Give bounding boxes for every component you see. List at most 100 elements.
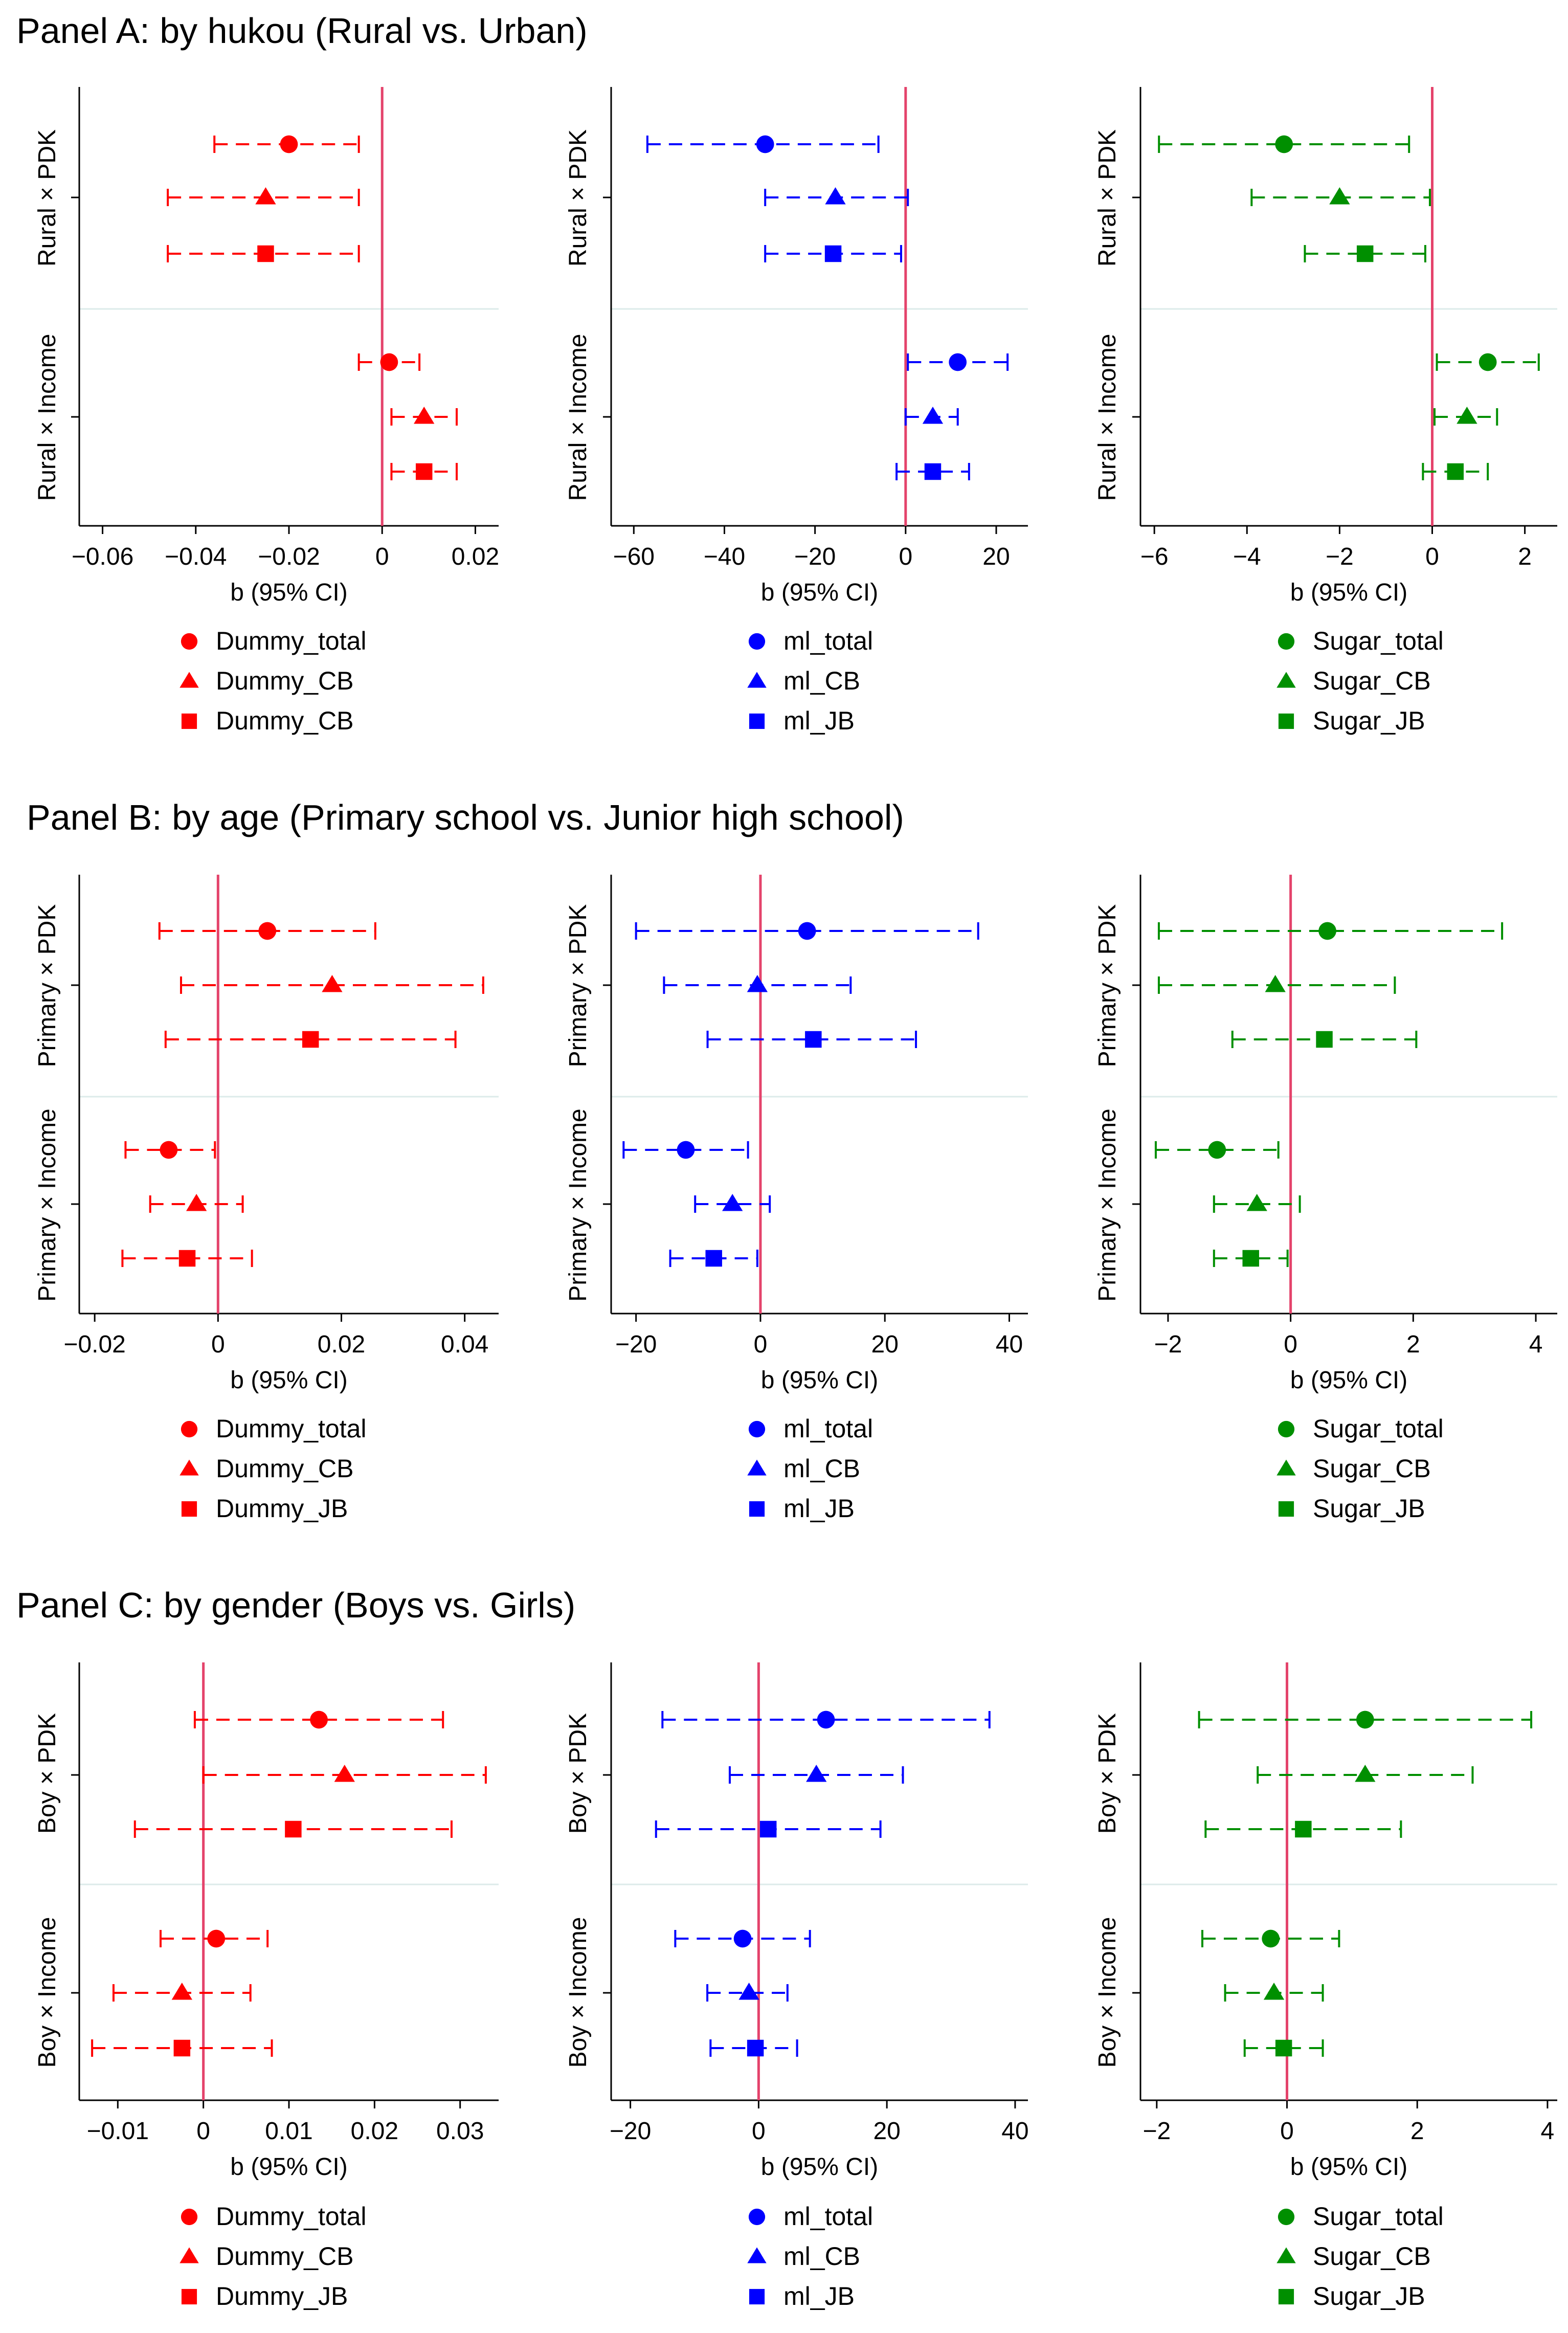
p0c2-legend-marker xyxy=(1278,713,1294,729)
panel-a-title: Panel A: by hukou (Rural vs. Urban) xyxy=(16,11,588,51)
p1c1-x-tick-label: 20 xyxy=(871,1331,899,1358)
p2c1-group-label-top: Boy × PDK xyxy=(565,1713,592,1834)
p0c2-x-tick-label: 2 xyxy=(1518,543,1532,570)
p1c2-group-label-top: Primary × PDK xyxy=(1094,904,1121,1068)
p0c1-point-circle xyxy=(949,353,967,371)
p2c0-point-circle xyxy=(207,1929,226,1948)
p2c1-x-tick-label: −20 xyxy=(610,2118,651,2145)
p1c1-legend-label: ml_total xyxy=(783,1414,873,1443)
p1c2-point-square xyxy=(1242,1250,1259,1267)
p0c2-point-triangle xyxy=(1329,187,1350,205)
p0c1-point-square xyxy=(924,463,942,480)
p2c0-x-tick-label: 0 xyxy=(196,2118,210,2145)
p1c0-legend-label: Dummy_CB xyxy=(216,1454,353,1483)
p0c0-point-square xyxy=(257,245,274,262)
p0c1-x-tick-label: 20 xyxy=(982,543,1010,570)
p1c0-legend-label: Dummy_JB xyxy=(216,1494,348,1523)
p0c2-point-square xyxy=(1447,463,1464,480)
p0c0-group-label-bottom: Rural × Income xyxy=(34,334,61,501)
p0c2-x-tick-label: −4 xyxy=(1233,543,1261,570)
p0c0-point-triangle xyxy=(414,407,435,424)
p2c2-group-label-top: Boy × PDK xyxy=(1094,1713,1121,1834)
p1c2-x-tick-label: 4 xyxy=(1529,1331,1543,1358)
p0c0-x-tick-label: −0.04 xyxy=(165,543,227,570)
p2c0-legend-marker xyxy=(181,2208,198,2226)
p0c2-point-triangle xyxy=(1457,407,1477,424)
p0c0-x-tick-label: −0.02 xyxy=(258,543,320,570)
p0c1-legend-label: ml_total xyxy=(783,627,873,655)
p1c1-point-triangle xyxy=(722,1194,743,1211)
p2c0-x-tick-label: −0.01 xyxy=(87,2118,149,2145)
p2c1-point-square xyxy=(747,2039,764,2057)
p1c0-point-square xyxy=(178,1250,196,1267)
p0c0-group-label-top: Rural × PDK xyxy=(34,129,61,266)
p1c1-legend-label: ml_CB xyxy=(783,1454,860,1483)
p2c2-legend-marker xyxy=(1278,2288,1294,2305)
p2c1-point-circle xyxy=(817,1710,835,1729)
p2c2-point-triangle xyxy=(1263,1983,1285,2000)
p1c2-x-tick-label: 0 xyxy=(1284,1331,1297,1358)
p2c2-x-tick-label: 4 xyxy=(1541,2118,1555,2145)
p2c0-x-tick-label: 0.03 xyxy=(436,2118,484,2145)
p0c0-legend-marker xyxy=(180,672,199,688)
p0c0-point-circle xyxy=(380,353,398,371)
p1c1-x-tick-label: −20 xyxy=(615,1331,657,1358)
p0c0-point-triangle xyxy=(255,187,276,205)
p0c2-group-label-top: Rural × PDK xyxy=(1094,129,1121,266)
p0c2-legend-marker xyxy=(1276,672,1296,688)
p2c1-legend-marker xyxy=(749,2288,765,2305)
p0c1-legend-label: ml_CB xyxy=(783,666,860,695)
p0c2-x-tick-label: −6 xyxy=(1140,543,1169,570)
p2c2-legend-label: Sugar_JB xyxy=(1313,2282,1425,2310)
p1c0-group-label-bottom: Primary × Income xyxy=(34,1108,61,1301)
p2c1-legend-label: ml_JB xyxy=(783,2282,855,2310)
p1c2-point-triangle xyxy=(1246,1194,1267,1211)
p0c2-legend-marker xyxy=(1278,633,1295,650)
p2c1-x-tick-label: 40 xyxy=(1001,2118,1028,2145)
p1c2-point-square xyxy=(1316,1031,1333,1048)
p0c0-legend-label: Dummy_CB xyxy=(216,666,353,695)
p0c1-point-triangle xyxy=(825,187,846,205)
p2c0-legend-marker xyxy=(180,2247,199,2263)
p0c1-x-tick-label: −20 xyxy=(794,543,836,570)
p1c0-legend-marker xyxy=(180,1459,199,1476)
p0c1-legend-marker xyxy=(749,713,765,729)
p2c0-group-label-bottom: Boy × Income xyxy=(34,1917,61,2068)
p1c2-legend-marker xyxy=(1278,1420,1295,1438)
p0c1-point-triangle xyxy=(922,407,944,424)
p2c1-legend-marker xyxy=(748,2208,766,2226)
p2c2-x-axis-label: b (95% CI) xyxy=(1290,2153,1407,2181)
p1c0-x-tick-label: 0.02 xyxy=(318,1331,365,1358)
p0c2-point-circle xyxy=(1479,353,1497,371)
p2c2-x-tick-label: −2 xyxy=(1143,2118,1171,2145)
p2c2-legend-marker xyxy=(1276,2247,1296,2263)
p1c0-legend-label: Dummy_total xyxy=(216,1414,367,1443)
p2c2-point-triangle xyxy=(1355,1765,1376,1782)
p1c2-point-circle xyxy=(1208,1141,1226,1159)
p2c0-legend-marker xyxy=(181,2288,197,2305)
p0c1-group-label-bottom: Rural × Income xyxy=(565,334,592,501)
p2c2-legend-marker xyxy=(1278,2208,1295,2226)
p0c0-x-tick-label: −0.06 xyxy=(72,543,133,570)
p0c2-x-axis-label: b (95% CI) xyxy=(1290,579,1407,606)
p2c2-point-circle xyxy=(1262,1929,1280,1948)
p0c2-x-tick-label: 0 xyxy=(1425,543,1439,570)
p1c1-legend-marker xyxy=(747,1459,767,1476)
p1c2-point-triangle xyxy=(1265,975,1286,992)
p2c2-legend-label: Sugar_total xyxy=(1313,2202,1444,2231)
p1c0-x-tick-label: 0.04 xyxy=(441,1331,488,1358)
p0c1-x-axis-label: b (95% CI) xyxy=(761,579,878,606)
p1c1-point-circle xyxy=(798,922,816,940)
p2c2-x-tick-label: 2 xyxy=(1410,2118,1424,2145)
p0c0-x-axis-label: b (95% CI) xyxy=(230,579,347,606)
p2c1-point-circle xyxy=(733,1929,752,1948)
p2c1-point-square xyxy=(759,1820,777,1838)
p1c1-point-square xyxy=(805,1031,822,1048)
p0c0-point-square xyxy=(415,463,433,480)
panel-c-title: Panel C: by gender (Boys vs. Girls) xyxy=(16,1585,576,1625)
p2c1-legend-label: ml_total xyxy=(783,2202,873,2231)
p0c2-point-circle xyxy=(1275,135,1293,153)
p2c1-x-axis-label: b (95% CI) xyxy=(761,2153,878,2181)
p2c0-legend-label: Dummy_JB xyxy=(216,2282,348,2310)
